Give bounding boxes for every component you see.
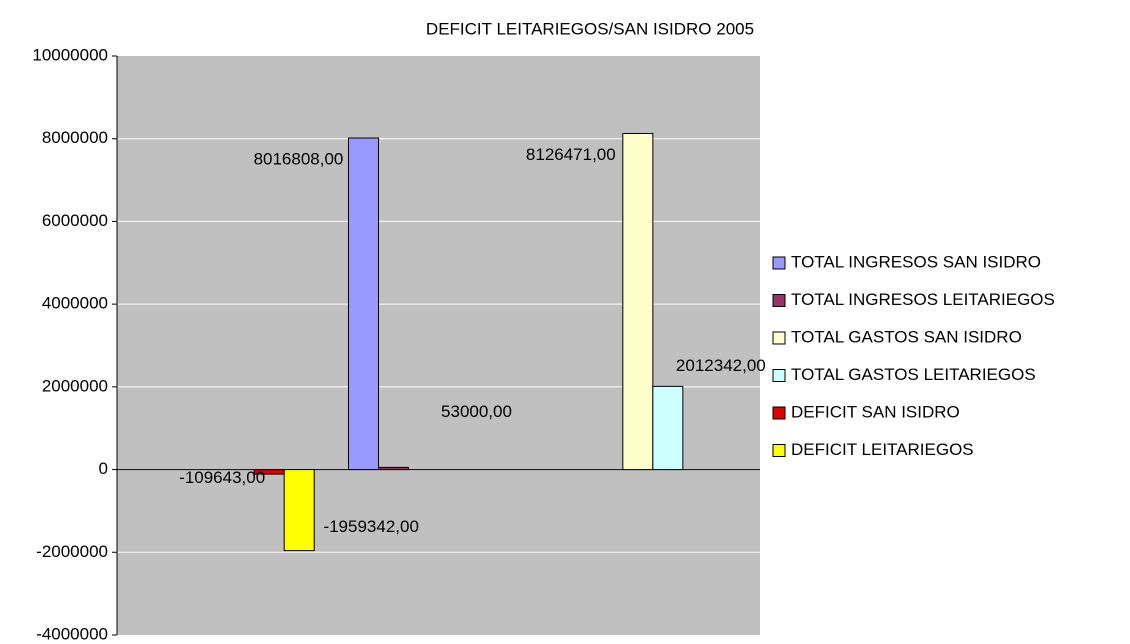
bar bbox=[652, 385, 684, 471]
bar bbox=[283, 469, 315, 552]
legend-swatch bbox=[772, 294, 786, 307]
y-tick-label: -4000000 bbox=[36, 624, 108, 643]
legend-swatch bbox=[772, 369, 786, 382]
y-tick-label: 0 bbox=[99, 459, 108, 478]
legend-label: TOTAL GASTOS SAN ISIDRO bbox=[791, 327, 1022, 346]
bar bbox=[347, 137, 379, 471]
bar bbox=[622, 132, 654, 471]
legend-swatch bbox=[772, 444, 786, 457]
chart-title: DEFICIT LEITARIEGOS/SAN ISIDRO 2005 bbox=[426, 19, 754, 38]
bar bbox=[377, 466, 409, 471]
data-label: -109643,00 bbox=[179, 468, 265, 487]
data-label: -1959342,00 bbox=[323, 517, 418, 536]
legend-label: TOTAL INGRESOS SAN ISIDRO bbox=[791, 252, 1041, 271]
data-label: 2012342,00 bbox=[676, 356, 766, 375]
y-tick-label: 8000000 bbox=[42, 128, 108, 147]
data-label: 8016808,00 bbox=[254, 150, 344, 169]
legend-label: TOTAL GASTOS LEITARIEGOS bbox=[791, 365, 1036, 384]
data-label: 53000,00 bbox=[441, 402, 512, 421]
legend-label: DEFICIT LEITARIEGOS bbox=[791, 440, 974, 459]
plot-area bbox=[117, 56, 760, 635]
legend-label: TOTAL INGRESOS LEITARIEGOS bbox=[791, 290, 1055, 309]
y-tick-label: 10000000 bbox=[32, 45, 108, 64]
legend-swatch bbox=[772, 256, 786, 270]
y-tick-label: 4000000 bbox=[42, 294, 108, 313]
y-tick-label: -2000000 bbox=[36, 542, 108, 561]
legend-label: DEFICIT SAN ISIDRO bbox=[791, 402, 960, 421]
y-tick-label: 6000000 bbox=[42, 211, 108, 230]
legend-swatch bbox=[772, 406, 786, 420]
data-label: 8126471,00 bbox=[526, 145, 616, 164]
y-tick-label: 2000000 bbox=[42, 376, 108, 395]
legend-swatch bbox=[772, 331, 786, 345]
